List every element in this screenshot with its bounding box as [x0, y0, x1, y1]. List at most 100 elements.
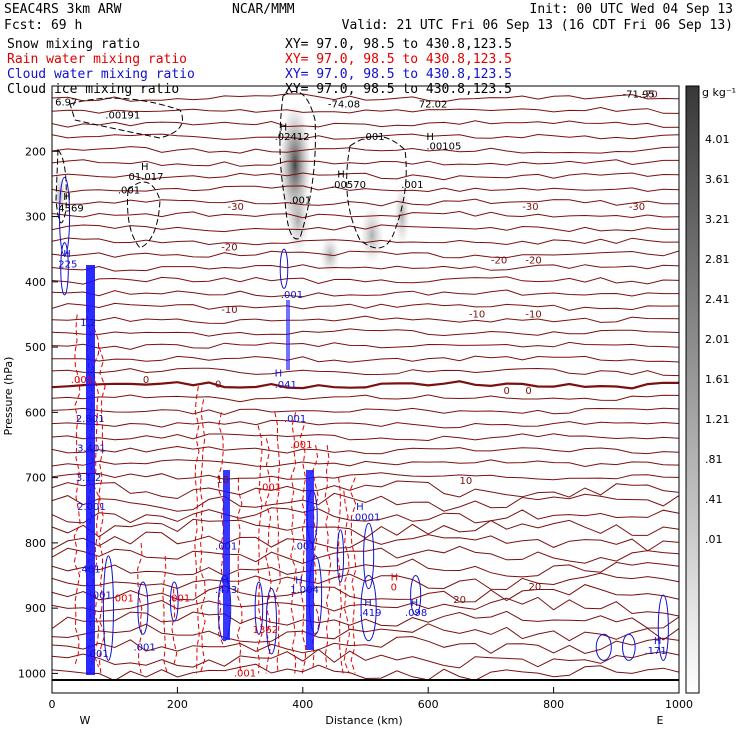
- temperature-isotherm: [52, 159, 679, 167]
- temperature-isotherm: [52, 394, 679, 403]
- cloud-water-contour: [102, 555, 114, 661]
- snow-label: 6.97: [55, 98, 77, 109]
- rain-contour: [336, 477, 344, 674]
- x-tick-label: 200: [167, 698, 188, 711]
- y-tick-label: 500: [25, 341, 46, 354]
- snow-label: 4369: [58, 203, 83, 214]
- temperature-isotherm: [52, 224, 679, 233]
- snow-label: H: [63, 192, 71, 203]
- temperature-isotherm: [52, 289, 679, 298]
- y-tick-label: 700: [25, 472, 46, 485]
- rain-contour: [236, 477, 243, 674]
- cloud-water-label: .419: [359, 608, 381, 619]
- snow-contours: [55, 91, 407, 249]
- cloud-water-label: 1.004: [290, 585, 319, 596]
- cloud-water-contour: [137, 581, 149, 635]
- temperature-label: -10: [525, 310, 541, 321]
- cloud-water-label: .473: [215, 585, 237, 596]
- temperature-isotherm: [52, 146, 679, 154]
- temperature-isotherm: [52, 480, 679, 500]
- snow-label: .001: [362, 132, 384, 143]
- x-tick-label: 800: [543, 698, 564, 711]
- rain-contour: [162, 555, 168, 674]
- temperature-isotherm: [52, 133, 679, 140]
- colorbar-ramp: [685, 85, 700, 694]
- temperature-label: -20: [525, 256, 541, 267]
- cloud-water-label: .001: [90, 590, 112, 601]
- x-tick-label: 1000: [665, 698, 693, 711]
- cloud-water-contour: [254, 581, 264, 635]
- rain-contour: [137, 542, 143, 674]
- field-cloudwater-name: Cloud water mixing ratio: [7, 67, 195, 82]
- colorbar-label: 1.21: [705, 413, 730, 426]
- temperature-isotherm: [52, 198, 679, 207]
- y-axis-label: Pressure (hPa): [2, 357, 15, 436]
- temperature-label: -10: [221, 305, 237, 316]
- cloud-water-contour: [59, 176, 71, 257]
- cloud-water-label: .001: [293, 541, 315, 552]
- cloud-water-label: .001: [215, 541, 237, 552]
- temperature-isotherm: [52, 93, 679, 103]
- column-label: 2.801: [76, 414, 105, 425]
- snow-core-500km: [360, 205, 384, 265]
- rain-contour: [324, 444, 332, 667]
- temperature-isotherm: [52, 545, 679, 565]
- forecast-hour: Fcst: 69 h: [4, 18, 82, 33]
- temperature-isotherm: [52, 472, 679, 481]
- snow-label: .001: [401, 180, 423, 191]
- x-end-label-east: E: [657, 714, 664, 727]
- cloud-water-label: H: [275, 368, 283, 379]
- x-end-label-west: W: [80, 714, 91, 727]
- temperature-isotherm: [52, 636, 679, 655]
- colorbar: g kg⁻¹ 4.01 3.61 3.21 2.81 2.41 2.01 1.61 1.21.…: [685, 85, 736, 694]
- colorbar-label: .41: [705, 493, 723, 506]
- temperature-isotherm: [52, 172, 679, 181]
- snow-label: .001: [118, 186, 140, 197]
- snow-label: H: [337, 169, 345, 180]
- column-label: 3.401: [77, 444, 106, 455]
- rain-contour: [171, 588, 178, 668]
- y-tick-label: 200: [25, 145, 46, 158]
- temperature-isotherm: [52, 380, 679, 390]
- rain-contour: [343, 490, 350, 674]
- temperature-label: 0: [525, 386, 531, 397]
- cloud-water-contour: [279, 248, 289, 289]
- rain-label: .001: [259, 483, 281, 494]
- snow-label: H: [280, 122, 288, 133]
- cloud-core-west: [86, 265, 95, 675]
- temperature-label: 20: [529, 582, 542, 593]
- colorbar-label: 4.01: [705, 133, 730, 146]
- colorbar-label: 3.21: [705, 213, 730, 226]
- cloud-water-contour: [410, 575, 422, 616]
- cloud-water-contour: [265, 588, 277, 655]
- temperature-isotherm: [52, 531, 679, 552]
- temperature-isotherm: [52, 276, 679, 285]
- snow-contour-400km: [279, 91, 316, 240]
- snow-label: .02412: [275, 132, 310, 143]
- temperature-isotherm: [52, 120, 679, 128]
- contour-labels: -70 -30 -30 -30 -20 -20 -20 -10 -10 -10 0 0 0 0 10 10 20…: [55, 90, 667, 680]
- cloud-core-380km: [286, 300, 290, 370]
- cloud-water-contour: [657, 594, 669, 661]
- temperature-isotherm: [52, 341, 679, 350]
- rain-contour: [199, 399, 206, 674]
- snow-label: .001: [289, 195, 311, 206]
- snow-label: .00191: [105, 111, 140, 122]
- colorbar-labels: 4.01 3.61 3.21 2.81 2.41 2.01 1.61 1.21 .81 .41 .0…: [705, 133, 730, 546]
- rain-contour: [264, 438, 272, 674]
- temperature-contours: [52, 93, 679, 682]
- temperature-label: -10: [469, 310, 485, 321]
- header: SEAC4RS 3km ARW NCAR/MMM Init: 00 UTC We…: [4, 2, 733, 97]
- field-snow-xy: XY= 97.0, 98.5 to 430.8,123.5: [285, 37, 512, 52]
- cloud-water-contour: [360, 575, 377, 642]
- temperature-label: 0: [215, 380, 221, 391]
- temperature-isotherm: [52, 367, 679, 377]
- cloud-water-contour: [363, 522, 375, 590]
- rain-contour: [290, 412, 297, 674]
- temperature-isotherm: [52, 315, 679, 324]
- y-tick-label: 1000: [18, 667, 46, 680]
- y-tick-label: 400: [25, 276, 46, 289]
- x-tick-label: 600: [418, 698, 439, 711]
- cloud-water-contour: [169, 581, 179, 622]
